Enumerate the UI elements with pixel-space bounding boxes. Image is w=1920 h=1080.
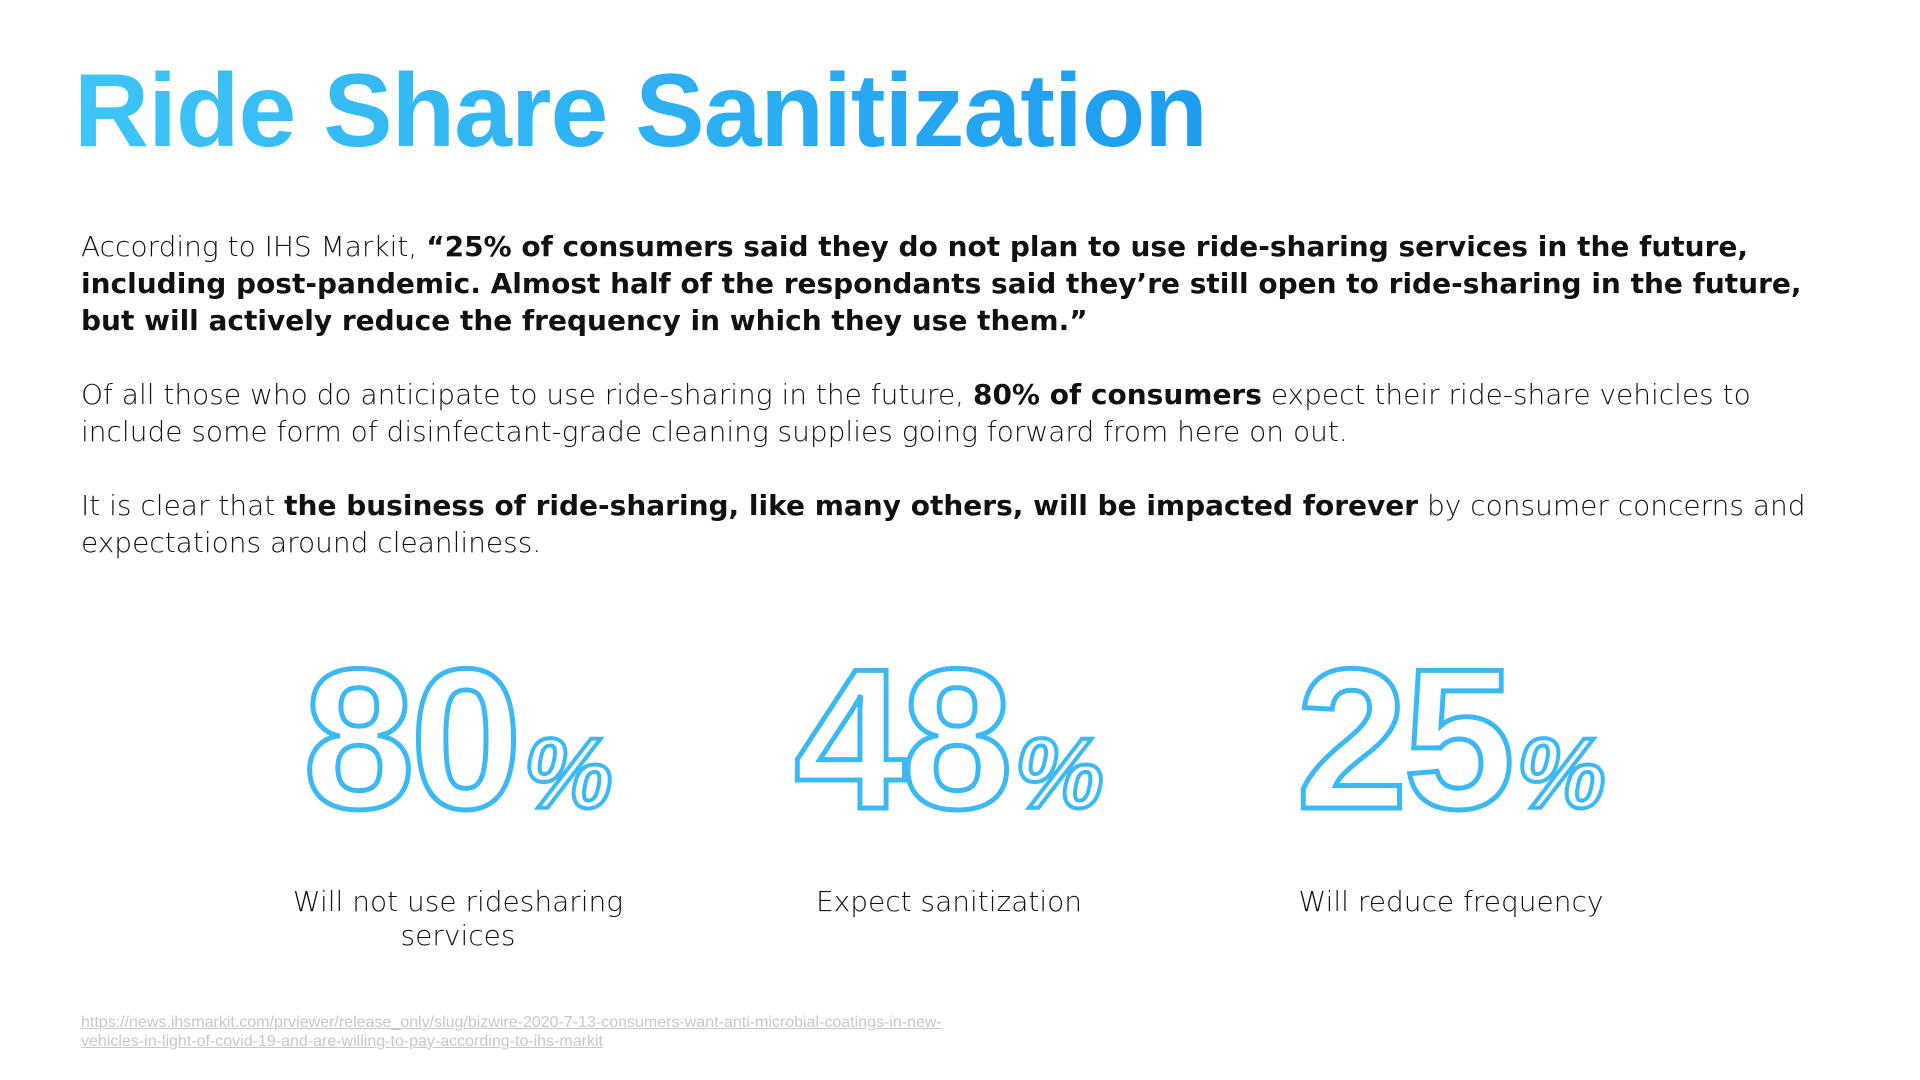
text: It is clear that bbox=[81, 489, 285, 522]
text: expect their ride-share vehicles to incl… bbox=[81, 378, 1751, 448]
paragraph-quote: According to IHS Markit, “25% of consume… bbox=[81, 228, 1861, 339]
percent-sign: % bbox=[1515, 716, 1608, 832]
stat-sanitization: 48% Expect sanitization bbox=[709, 637, 1189, 919]
page-title: Ride Share Sanitization bbox=[74, 53, 1208, 169]
stat-label: Expect sanitization bbox=[815, 885, 1083, 918]
text: by consumer concerns and expectations ar… bbox=[81, 489, 1806, 559]
text: Of all those who do anticipate to use ri… bbox=[81, 378, 973, 411]
stat-value: 25 bbox=[1294, 628, 1517, 851]
source-link[interactable]: https://news.ihsmarkit.com/prviewer/rele… bbox=[81, 1014, 942, 1050]
quote-text: “25% of consumers said they do not plan … bbox=[81, 230, 1802, 337]
percent-sign: % bbox=[522, 716, 615, 832]
stat-value: 48 bbox=[792, 628, 1015, 851]
stat-not-use: 80% Will not use ridesharing services bbox=[218, 637, 698, 953]
stat-label: Will not use ridesharing services bbox=[292, 885, 624, 952]
percent-sign: % bbox=[1013, 716, 1106, 832]
paragraph-conclusion: It is clear that the business of ride-sh… bbox=[81, 487, 1861, 561]
paragraph-sanitization: Of all those who do anticipate to use ri… bbox=[81, 376, 1861, 450]
bold-text: 80% of consumers bbox=[972, 378, 1262, 411]
stat-label: Will reduce frequency bbox=[1298, 885, 1604, 918]
text: According to IHS Markit, bbox=[81, 230, 427, 263]
stat-reduce-frequency: 25% Will reduce frequency bbox=[1211, 637, 1691, 919]
stat-value: 80 bbox=[301, 628, 524, 851]
bold-text: the business of ride-sharing, like many … bbox=[284, 489, 1419, 522]
body-text: According to IHS Markit, “25% of consume… bbox=[81, 228, 1861, 598]
